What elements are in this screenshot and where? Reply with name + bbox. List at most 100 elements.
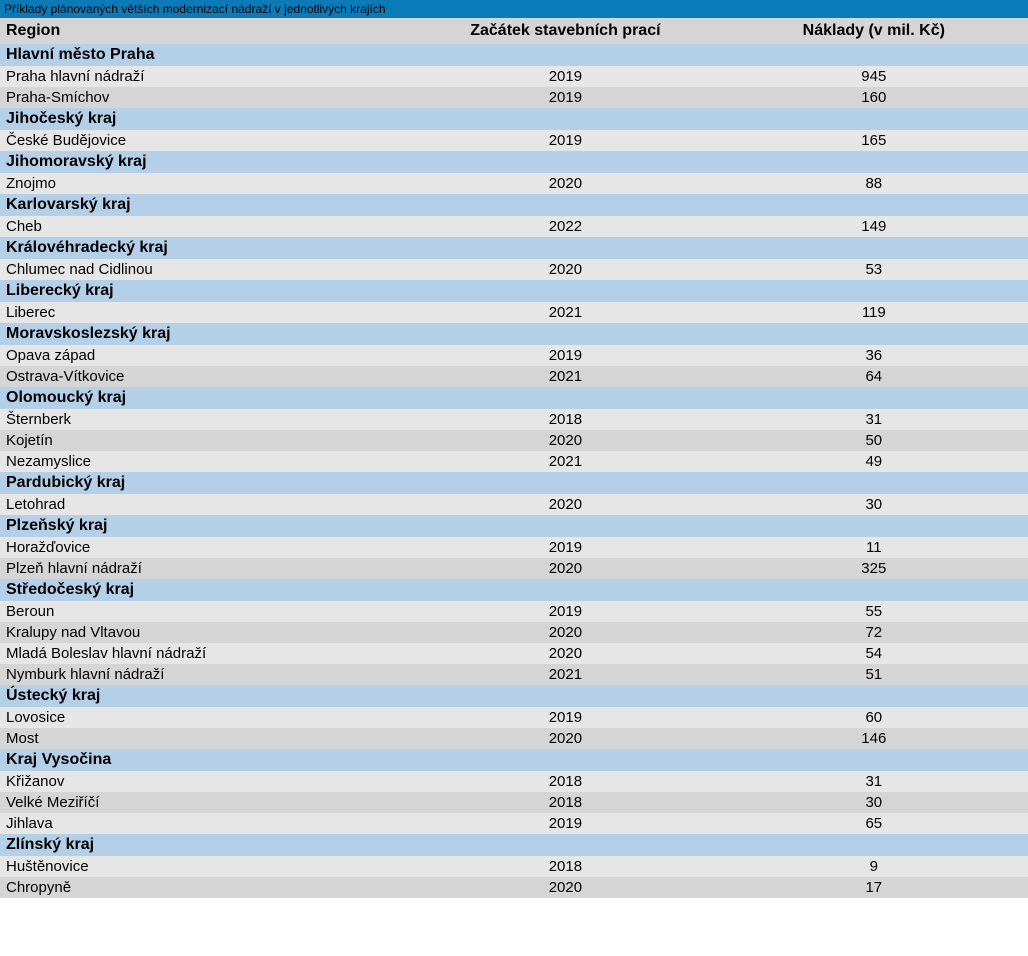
- table-row: Liberec2021119: [0, 302, 1028, 323]
- group-header: Středočeský kraj: [0, 579, 1028, 601]
- group-name: Plzeňský kraj: [0, 515, 1028, 537]
- cell-year: 2020: [411, 622, 719, 643]
- cell-cost: 31: [720, 409, 1028, 430]
- cell-station: Kralupy nad Vltavou: [0, 622, 411, 643]
- group-header: Karlovarský kraj: [0, 194, 1028, 216]
- group-header: Pardubický kraj: [0, 472, 1028, 494]
- table-row: Ostrava-Vítkovice202164: [0, 366, 1028, 387]
- table-row: Letohrad202030: [0, 494, 1028, 515]
- cell-year: 2021: [411, 664, 719, 685]
- cell-station: Most: [0, 728, 411, 749]
- group-header: Olomoucký kraj: [0, 387, 1028, 409]
- cell-station: Jihlava: [0, 813, 411, 834]
- cell-cost: 149: [720, 216, 1028, 237]
- table-row: Mladá Boleslav hlavní nádraží202054: [0, 643, 1028, 664]
- table-row: Šternberk201831: [0, 409, 1028, 430]
- cell-station: Opava západ: [0, 345, 411, 366]
- cell-station: Mladá Boleslav hlavní nádraží: [0, 643, 411, 664]
- cell-year: 2019: [411, 130, 719, 151]
- table-row: Nymburk hlavní nádraží202151: [0, 664, 1028, 685]
- cell-year: 2019: [411, 707, 719, 728]
- cell-cost: 60: [720, 707, 1028, 728]
- cell-cost: 50: [720, 430, 1028, 451]
- col-region: Region: [0, 18, 411, 44]
- cell-year: 2021: [411, 302, 719, 323]
- cell-year: 2019: [411, 345, 719, 366]
- table-body: Hlavní město PrahaPraha hlavní nádraží20…: [0, 44, 1028, 898]
- group-name: Jihočeský kraj: [0, 108, 1028, 130]
- group-name: Královéhradecký kraj: [0, 237, 1028, 259]
- table-row: České Budějovice2019165: [0, 130, 1028, 151]
- cell-year: 2019: [411, 601, 719, 622]
- cell-station: Nymburk hlavní nádraží: [0, 664, 411, 685]
- group-name: Olomoucký kraj: [0, 387, 1028, 409]
- table-row: Lovosice201960: [0, 707, 1028, 728]
- cell-cost: 9: [720, 856, 1028, 877]
- cell-station: Plzeň hlavní nádraží: [0, 558, 411, 579]
- cell-cost: 160: [720, 87, 1028, 108]
- table-row: Kojetín202050: [0, 430, 1028, 451]
- group-header: Zlínský kraj: [0, 834, 1028, 856]
- cell-year: 2020: [411, 494, 719, 515]
- cell-station: Velké Meziříčí: [0, 792, 411, 813]
- cell-station: České Budějovice: [0, 130, 411, 151]
- cell-year: 2020: [411, 430, 719, 451]
- cell-cost: 49: [720, 451, 1028, 472]
- cell-station: Kojetín: [0, 430, 411, 451]
- table-row: Praha-Smíchov2019160: [0, 87, 1028, 108]
- group-name: Moravskoslezský kraj: [0, 323, 1028, 345]
- cell-cost: 55: [720, 601, 1028, 622]
- group-name: Ústecký kraj: [0, 685, 1028, 707]
- table-row: Chlumec nad Cidlinou202053: [0, 259, 1028, 280]
- cell-year: 2018: [411, 771, 719, 792]
- table-row: Křižanov201831: [0, 771, 1028, 792]
- cell-cost: 119: [720, 302, 1028, 323]
- group-name: Pardubický kraj: [0, 472, 1028, 494]
- cell-year: 2019: [411, 537, 719, 558]
- table-title: Příklady plánovaných větších modernizací…: [0, 0, 1028, 18]
- table-row: Praha hlavní nádraží2019945: [0, 66, 1028, 87]
- cell-station: Nezamyslice: [0, 451, 411, 472]
- group-header: Jihočeský kraj: [0, 108, 1028, 130]
- cell-cost: 31: [720, 771, 1028, 792]
- table-row: Most2020146: [0, 728, 1028, 749]
- group-header: Plzeňský kraj: [0, 515, 1028, 537]
- cell-station: Letohrad: [0, 494, 411, 515]
- group-header: Hlavní město Praha: [0, 44, 1028, 66]
- cell-station: Chlumec nad Cidlinou: [0, 259, 411, 280]
- cell-station: Praha-Smíchov: [0, 87, 411, 108]
- group-header: Kraj Vysočina: [0, 749, 1028, 771]
- group-header: Jihomoravský kraj: [0, 151, 1028, 173]
- cell-cost: 17: [720, 877, 1028, 898]
- group-header: Moravskoslezský kraj: [0, 323, 1028, 345]
- cell-cost: 30: [720, 494, 1028, 515]
- table-row: Jihlava201965: [0, 813, 1028, 834]
- cell-station: Cheb: [0, 216, 411, 237]
- cell-year: 2020: [411, 558, 719, 579]
- table-row: Velké Meziříčí201830: [0, 792, 1028, 813]
- cell-year: 2020: [411, 173, 719, 194]
- cell-year: 2020: [411, 259, 719, 280]
- cell-cost: 30: [720, 792, 1028, 813]
- cell-cost: 11: [720, 537, 1028, 558]
- group-name: Hlavní město Praha: [0, 44, 1028, 66]
- table-row: Opava západ201936: [0, 345, 1028, 366]
- cell-station: Horažďovice: [0, 537, 411, 558]
- table-row: Nezamyslice202149: [0, 451, 1028, 472]
- cell-station: Znojmo: [0, 173, 411, 194]
- group-name: Středočeský kraj: [0, 579, 1028, 601]
- cell-station: Huštěnovice: [0, 856, 411, 877]
- table-row: Znojmo202088: [0, 173, 1028, 194]
- cell-cost: 945: [720, 66, 1028, 87]
- cell-cost: 54: [720, 643, 1028, 664]
- col-cost: Náklady (v mil. Kč): [720, 18, 1028, 44]
- table-row: Horažďovice201911: [0, 537, 1028, 558]
- cell-year: 2020: [411, 728, 719, 749]
- col-year: Začátek stavebních prací: [411, 18, 719, 44]
- cell-station: Ostrava-Vítkovice: [0, 366, 411, 387]
- cell-year: 2019: [411, 66, 719, 87]
- cell-station: Chropyně: [0, 877, 411, 898]
- cell-year: 2021: [411, 366, 719, 387]
- group-name: Jihomoravský kraj: [0, 151, 1028, 173]
- cell-cost: 51: [720, 664, 1028, 685]
